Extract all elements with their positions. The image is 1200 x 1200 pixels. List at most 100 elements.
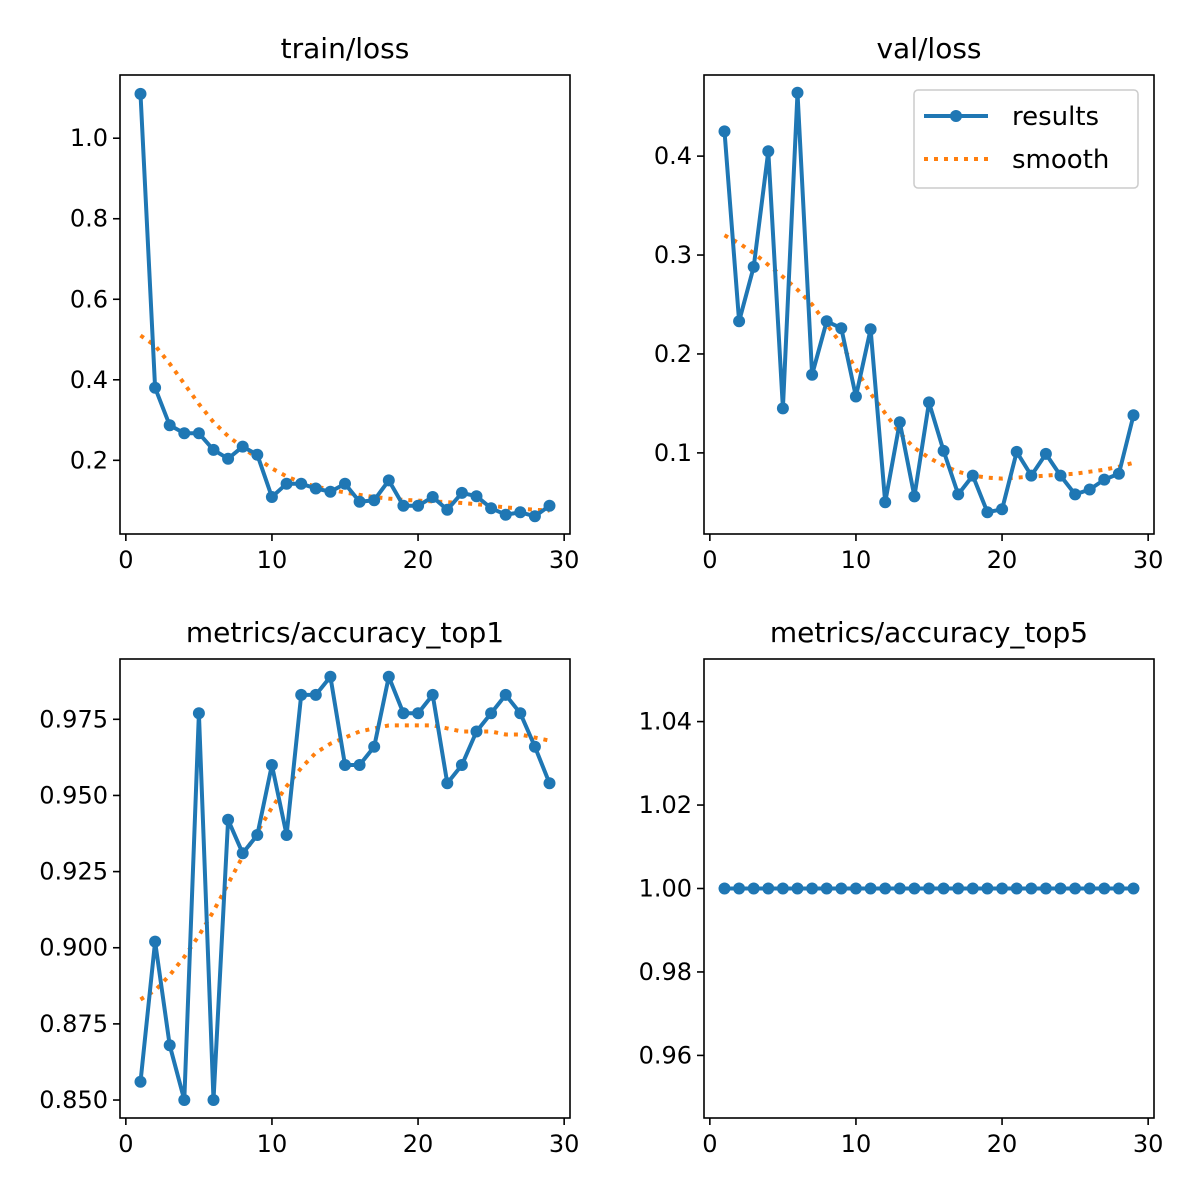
data-point bbox=[937, 882, 950, 895]
x-tick-label: 10 bbox=[841, 1130, 872, 1158]
data-point bbox=[309, 688, 322, 701]
data-point bbox=[178, 427, 191, 440]
y-tick-label: 0.950 bbox=[39, 781, 108, 809]
x-tick-label: 10 bbox=[841, 546, 872, 574]
y-tick-label: 0.875 bbox=[39, 1010, 108, 1038]
data-point bbox=[280, 477, 293, 490]
data-point bbox=[236, 440, 249, 453]
data-point bbox=[1127, 409, 1140, 422]
y-tick-label: 0.1 bbox=[654, 439, 692, 467]
y-tick-label: 0.850 bbox=[39, 1086, 108, 1114]
data-point bbox=[966, 469, 979, 482]
data-point bbox=[543, 777, 556, 790]
data-point bbox=[280, 829, 293, 841]
data-point bbox=[207, 1094, 220, 1106]
legend-results-marker bbox=[950, 110, 962, 122]
data-point bbox=[776, 882, 789, 895]
data-point bbox=[747, 882, 760, 895]
data-point bbox=[1112, 467, 1125, 480]
data-point bbox=[528, 510, 541, 523]
data-point bbox=[791, 882, 804, 895]
y-tick-label: 0.4 bbox=[654, 142, 692, 170]
y-tick-label: 1.0 bbox=[70, 124, 108, 152]
data-point bbox=[908, 882, 921, 895]
data-point bbox=[207, 443, 220, 456]
data-point bbox=[455, 486, 468, 499]
y-tick-label: 0.96 bbox=[639, 1041, 692, 1069]
series-line-smooth bbox=[139, 333, 550, 513]
x-tick-label: 0 bbox=[702, 1130, 717, 1158]
data-point bbox=[339, 759, 351, 771]
data-point bbox=[134, 1075, 147, 1088]
data-point bbox=[1112, 882, 1125, 895]
x-tick-label: 20 bbox=[403, 546, 434, 574]
data-point bbox=[1083, 483, 1096, 496]
data-point bbox=[309, 482, 322, 495]
data-point bbox=[996, 503, 1009, 516]
data-point bbox=[1039, 882, 1052, 895]
y-tick-label: 0.98 bbox=[639, 958, 692, 986]
data-point bbox=[1098, 882, 1111, 895]
data-point bbox=[733, 882, 746, 895]
data-point bbox=[543, 499, 556, 512]
y-tick-label: 1.02 bbox=[639, 791, 692, 819]
data-point bbox=[879, 882, 892, 895]
data-point bbox=[499, 508, 512, 521]
data-point bbox=[265, 491, 278, 503]
data-point bbox=[981, 506, 994, 519]
data-point bbox=[455, 759, 468, 771]
y-tick-label: 0.4 bbox=[70, 366, 108, 394]
data-point bbox=[806, 368, 819, 381]
data-point bbox=[236, 847, 249, 860]
data-point bbox=[339, 477, 351, 490]
data-point bbox=[295, 688, 308, 701]
data-point bbox=[514, 707, 527, 720]
data-point bbox=[382, 474, 395, 487]
data-point bbox=[470, 490, 483, 503]
data-point bbox=[149, 935, 162, 948]
data-point bbox=[324, 670, 337, 683]
legend-results-label: results bbox=[1012, 102, 1099, 132]
x-tick-label: 10 bbox=[257, 546, 288, 574]
data-point bbox=[470, 725, 483, 738]
data-point bbox=[893, 416, 906, 429]
data-point bbox=[426, 688, 439, 701]
data-point bbox=[441, 777, 454, 790]
panel-title: val/loss bbox=[876, 32, 981, 65]
x-tick-label: 30 bbox=[1133, 1130, 1164, 1158]
axes-frame bbox=[119, 74, 571, 535]
axes-frame bbox=[119, 658, 571, 1119]
data-point bbox=[149, 381, 162, 394]
x-tick-label: 0 bbox=[702, 546, 717, 574]
data-point bbox=[353, 759, 366, 771]
data-point bbox=[397, 499, 410, 512]
data-point bbox=[864, 323, 877, 336]
data-point bbox=[835, 882, 848, 895]
data-point bbox=[1039, 447, 1052, 460]
axes-frame bbox=[703, 74, 1155, 535]
data-point bbox=[163, 419, 176, 432]
y-tick-label: 1.00 bbox=[639, 875, 692, 903]
y-tick-label: 0.8 bbox=[70, 205, 108, 233]
data-point bbox=[1083, 882, 1096, 895]
data-point bbox=[747, 260, 760, 273]
x-tick-label: 20 bbox=[987, 546, 1018, 574]
x-tick-label: 30 bbox=[1133, 546, 1164, 574]
data-point bbox=[1127, 882, 1140, 895]
data-point bbox=[849, 882, 862, 895]
x-tick-label: 30 bbox=[549, 1130, 580, 1158]
data-point bbox=[192, 427, 205, 440]
data-point bbox=[368, 494, 381, 507]
data-point bbox=[528, 740, 541, 753]
data-point bbox=[1054, 882, 1067, 895]
data-point bbox=[791, 86, 804, 99]
x-tick-label: 20 bbox=[987, 1130, 1018, 1158]
data-point bbox=[908, 490, 921, 503]
data-point bbox=[514, 506, 527, 519]
data-point bbox=[222, 813, 235, 826]
data-point bbox=[499, 688, 512, 701]
data-point bbox=[412, 707, 425, 720]
data-point bbox=[1098, 473, 1111, 486]
data-point bbox=[295, 477, 308, 490]
